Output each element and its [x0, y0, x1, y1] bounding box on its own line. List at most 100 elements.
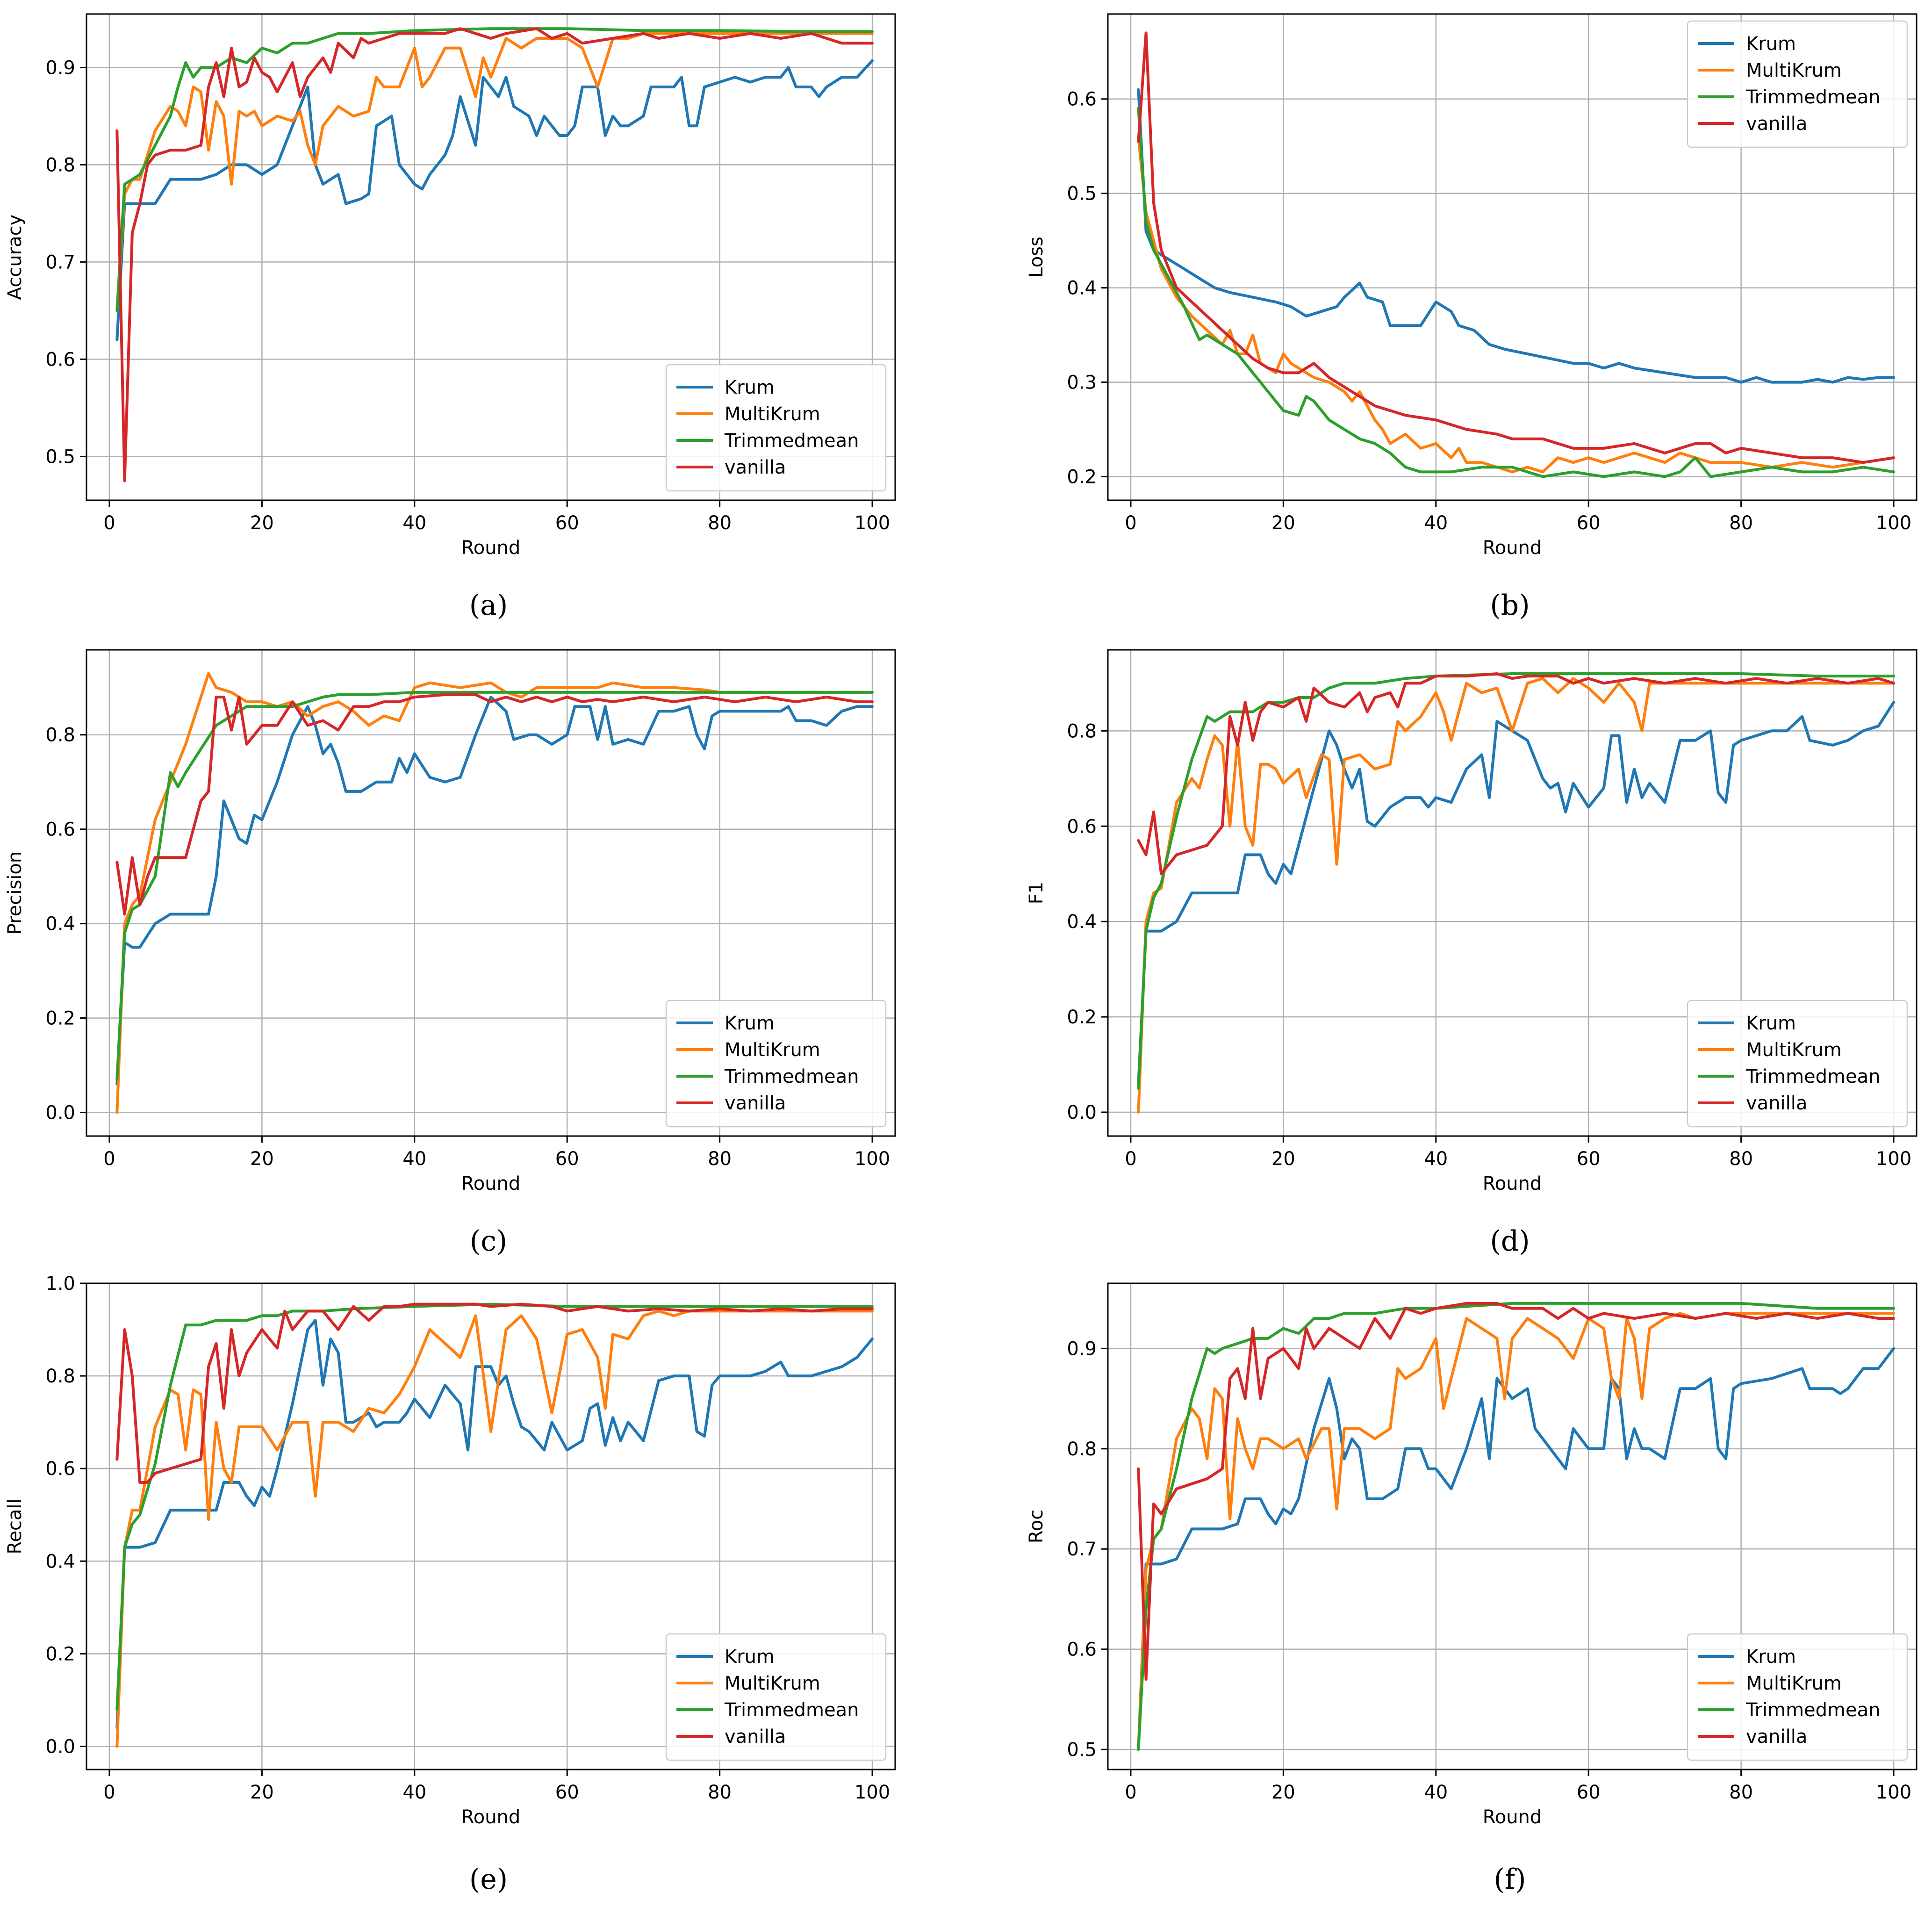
panel-caption: (e) [469, 1863, 508, 1896]
legend-label-trimmedmean: Trimmedmean [724, 1066, 859, 1087]
y-tick-label: 0.7 [45, 252, 75, 273]
legend-box [1687, 1000, 1908, 1128]
legend-label-trimmedmean: Trimmedmean [1745, 1699, 1880, 1721]
x-tick-label: 40 [1424, 1782, 1448, 1803]
series-line-multikrum [115, 32, 874, 312]
legend-label-vanilla: vanilla [1746, 113, 1807, 135]
x-tick-label: 100 [1876, 512, 1911, 534]
y-axis-label: Loss [1026, 237, 1047, 278]
x-axis-label: Round [461, 1806, 521, 1828]
legend-label-krum: Krum [1746, 1646, 1796, 1668]
legend-box [1687, 1633, 1908, 1761]
y-tick-label: 0.6 [45, 349, 75, 370]
legend-label-krum: Krum [725, 1013, 775, 1034]
series-line-vanilla [1137, 1302, 1895, 1681]
x-axis-label: Round [1483, 537, 1542, 559]
series-line-multikrum [1137, 677, 1895, 1114]
legend-label-krum: Krum [1746, 33, 1796, 55]
x-tick-label: 80 [1729, 1148, 1753, 1170]
x-tick-label: 20 [250, 1782, 274, 1803]
x-tick-label: 100 [1876, 1148, 1911, 1170]
series-line-krum [1137, 88, 1895, 384]
y-tick-label: 0.9 [45, 57, 75, 79]
y-tick-label: 0.8 [45, 154, 75, 176]
x-tick-label: 20 [250, 512, 274, 534]
series-line-trimmedmean [115, 691, 874, 1081]
series-line-vanilla [115, 693, 874, 916]
legend-label-krum: Krum [725, 1646, 775, 1668]
x-tick-label: 80 [708, 1782, 732, 1803]
x-axis-label: Round [461, 537, 521, 559]
x-tick-label: 0 [103, 1148, 115, 1170]
chart-panel-c: 0 20 40 60 80 100 0.0 0.2 0.4 0.6 0.8 Round Precisio… [4, 649, 896, 1258]
x-tick-label: 80 [708, 1148, 732, 1170]
legend: Krum MultiKrum Trimmedmean vanilla [1687, 1000, 1908, 1128]
panel-caption: (b) [1490, 589, 1530, 622]
y-tick-label: 0.6 [1067, 816, 1097, 837]
y-tick-label: 0.0 [45, 1102, 75, 1124]
x-tick-label: 40 [1424, 1148, 1448, 1170]
series-line-multikrum [115, 1309, 874, 1748]
x-tick-label: 60 [1577, 1148, 1601, 1170]
legend: Krum MultiKrum Trimmedmean vanilla [665, 1000, 887, 1128]
legend: Krum MultiKrum Trimmedmean vanilla [1687, 20, 1908, 148]
chart-panel-a: 0 20 40 60 80 100 0.5 0.6 0.7 0.8 0.9 Round Accuracy… [4, 13, 896, 622]
x-axis-label: Round [1483, 1173, 1542, 1194]
y-tick-label: 0.6 [45, 819, 75, 841]
series-line-trimmedmean [1137, 107, 1895, 478]
x-tick-label: 40 [402, 1148, 426, 1170]
series-line-multikrum [1137, 1312, 1895, 1751]
legend-box [665, 364, 887, 492]
y-axis-label: F1 [1026, 882, 1047, 904]
y-tick-label: 0.4 [45, 1551, 75, 1572]
series-line-vanilla [1137, 672, 1895, 876]
x-tick-label: 80 [1729, 512, 1753, 534]
x-tick-label: 20 [250, 1148, 274, 1170]
y-tick-label: 0.6 [45, 1458, 75, 1480]
y-tick-label: 0.2 [45, 1008, 75, 1029]
x-tick-label: 60 [555, 1148, 579, 1170]
series-line-vanilla [115, 1302, 874, 1484]
series-line-multikrum [115, 672, 874, 1114]
series-line-trimmedmean [115, 27, 874, 312]
legend-label-multikrum: MultiKrum [1746, 1039, 1842, 1061]
legend-label-vanilla: vanilla [1746, 1093, 1807, 1114]
x-tick-label: 0 [1125, 512, 1136, 534]
x-tick-label: 40 [402, 1782, 426, 1803]
x-tick-label: 0 [103, 1782, 115, 1803]
y-axis-label: Roc [1026, 1510, 1047, 1543]
series-line-krum [1137, 1347, 1895, 1751]
series-line-krum [115, 696, 874, 1086]
y-tick-label: 0.6 [1067, 1639, 1097, 1661]
legend-label-multikrum: MultiKrum [725, 403, 820, 425]
legend-label-trimmedmean: Trimmedmean [724, 1699, 859, 1721]
y-tick-label: 1.0 [45, 1273, 75, 1295]
legend-label-trimmedmean: Trimmedmean [1745, 86, 1880, 108]
series-line-krum [115, 59, 874, 341]
x-tick-label: 0 [103, 512, 115, 534]
y-tick-label: 0.5 [1067, 183, 1097, 205]
legend-label-vanilla: vanilla [1746, 1726, 1807, 1748]
series-line-trimmedmean [1137, 1302, 1895, 1751]
y-axis-label: Recall [4, 1498, 26, 1554]
legend-label-multikrum: MultiKrum [1746, 1673, 1842, 1694]
legend-label-trimmedmean: Trimmedmean [724, 430, 859, 452]
y-tick-label: 0.0 [45, 1736, 75, 1757]
x-axis-label: Round [1483, 1806, 1542, 1828]
legend-box [665, 1633, 887, 1761]
y-tick-label: 0.5 [45, 446, 75, 468]
plot-frame [86, 13, 896, 501]
x-tick-label: 20 [1271, 1148, 1295, 1170]
plot-frame [86, 649, 896, 1137]
x-tick-label: 40 [1424, 512, 1448, 534]
y-tick-label: 0.7 [1067, 1539, 1097, 1560]
legend-label-trimmedmean: Trimmedmean [1745, 1066, 1880, 1087]
plot-frame [86, 1282, 896, 1770]
x-tick-label: 0 [1125, 1148, 1136, 1170]
x-tick-label: 60 [1577, 1782, 1601, 1803]
y-axis-label: Accuracy [4, 215, 26, 300]
series-line-multikrum [1137, 135, 1895, 474]
legend: Krum MultiKrum Trimmedmean vanilla [1687, 1633, 1908, 1761]
chart-panel-e: 0 20 40 60 80 100 0.0 0.2 0.4 0.6 0.8 1.0 Round Recal… [4, 1273, 896, 1896]
